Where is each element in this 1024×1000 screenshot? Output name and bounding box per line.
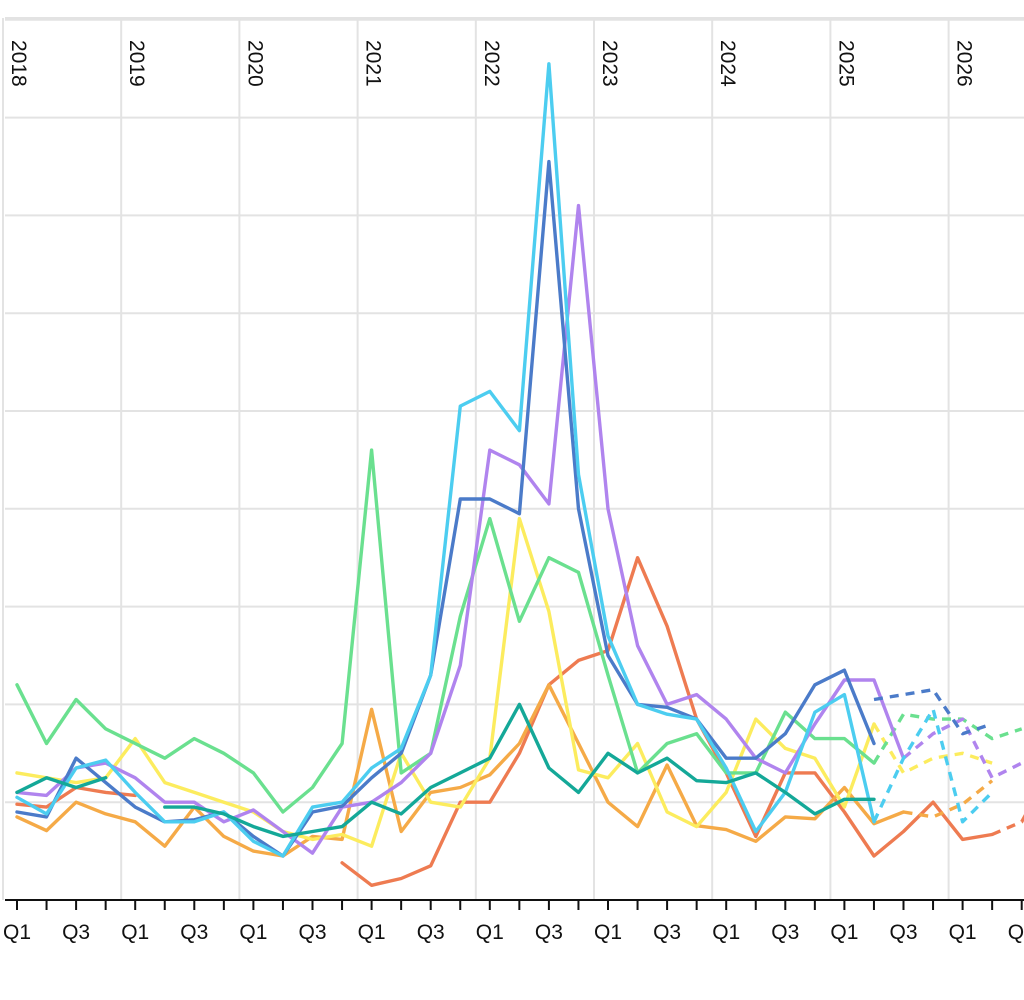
forecast-line [903,779,994,819]
forecast-line [991,814,1024,837]
x-tick-label: Q3 [771,921,799,944]
x-tick-label: Q1 [358,921,386,944]
x-tick-label: Q3 [180,921,208,944]
year-label: 2019 [125,40,148,87]
forecast-line [872,707,994,824]
year-label: 2025 [834,40,857,87]
x-tick-label: Q1 [949,921,977,944]
x-tick-label: Q3 [1008,921,1024,944]
year-axis: 2018 2019 2020 2021 2022 2023 2024 2025 2026 [7,40,976,87]
x-tick-label: Q1 [830,921,858,944]
x-tick-label: Q3 [417,921,445,944]
year-label: 2024 [716,40,739,87]
x-tick-label: Q1 [3,921,31,944]
series-line [15,203,906,855]
forecast-line [873,688,993,736]
x-tick-label: Q3 [62,921,90,944]
forecast-line [902,717,1023,780]
series-line [15,776,108,795]
series-line [15,159,876,858]
series-line [163,702,876,839]
forecast-line [872,723,993,775]
year-label: 2020 [243,40,266,87]
x-tick-label: Q3 [298,921,326,944]
year-label: 2026 [953,40,976,87]
forecast-line [872,712,1023,764]
series-line [340,556,994,887]
series-line [15,448,876,814]
year-label: 2023 [598,40,621,87]
x-tick-label: Q1 [594,921,622,944]
year-label: 2022 [480,40,503,87]
x-axis: Q1 Q3 Q1 Q3 Q1 Q3 Q1 Q3 Q1 Q3 Q1 Q3 Q1 Q3 Q1 Q3 Q1 Q3 [3,899,1024,944]
x-tick-label: Q1 [239,921,267,944]
series-line [15,683,906,858]
x-tick-label: Q1 [476,921,504,944]
x-tick-label: Q3 [653,921,681,944]
x-tick-label: Q3 [535,921,563,944]
year-label: 2021 [362,40,385,87]
series-line [15,62,876,858]
x-tick-label: Q1 [712,921,740,944]
x-tick-label: Q1 [121,921,149,944]
series-lines [15,62,1024,887]
x-tick-label: Q3 [889,921,917,944]
year-label: 2018 [7,40,30,87]
chart-grid [2,17,1024,901]
